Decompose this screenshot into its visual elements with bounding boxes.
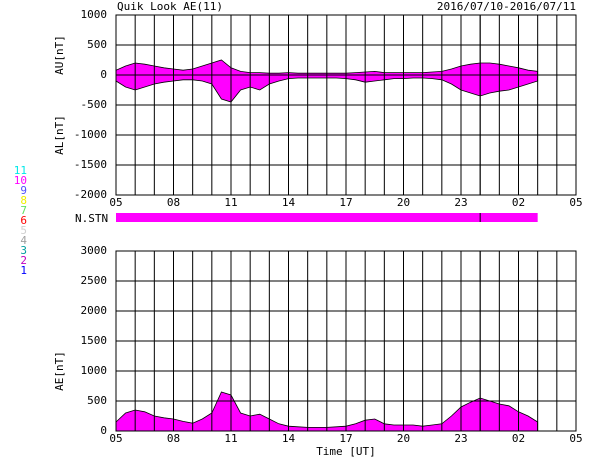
station-key-label: 1 — [20, 264, 27, 277]
x-tick-label: 05 — [569, 432, 582, 445]
area-al — [115, 74, 539, 103]
y-axis-label: AE[nT] — [53, 351, 66, 391]
y-axis-label: AU[nT] — [53, 35, 66, 75]
station-bar-label: N.STN — [75, 212, 108, 225]
date-range: 2016/07/10-2016/07/11 — [437, 0, 576, 13]
y-tick-label: -1500 — [74, 158, 107, 171]
y-tick-label: -500 — [81, 98, 108, 111]
area-ae — [115, 391, 539, 432]
plot-frame — [115, 250, 577, 432]
x-tick-label: 20 — [397, 432, 410, 445]
area-au — [115, 59, 539, 76]
x-tick-label: 02 — [512, 196, 525, 209]
x-tick-label: 14 — [282, 432, 296, 445]
station-key-label: 7 — [20, 204, 27, 217]
x-axis-label: Time [UT] — [316, 445, 376, 458]
y-tick-label: 500 — [87, 394, 107, 407]
station-key-label: 2 — [20, 254, 27, 267]
x-tick-label: 05 — [109, 196, 122, 209]
chart-title: Quik Look AE(11) — [117, 0, 223, 13]
x-tick-label: 23 — [454, 432, 467, 445]
station-key-label: 4 — [20, 234, 27, 247]
y-tick-label: 3000 — [81, 244, 108, 257]
y-tick-label: 0 — [100, 424, 107, 437]
station-key-label: 9 — [20, 184, 27, 197]
x-tick-label: 02 — [512, 432, 525, 445]
plot-frame — [115, 14, 577, 196]
y-tick-label: 500 — [87, 38, 107, 51]
y-tick-label: 1500 — [81, 334, 108, 347]
y-tick-label: 2000 — [81, 304, 108, 317]
x-tick-label: 05 — [109, 432, 122, 445]
x-tick-label: 11 — [224, 432, 237, 445]
station-key-label: 3 — [20, 244, 27, 257]
y-axis-label: AL[nT] — [53, 115, 66, 155]
x-tick-label: 08 — [167, 196, 180, 209]
x-tick-label: 08 — [167, 432, 180, 445]
y-tick-label: 1000 — [81, 8, 108, 21]
x-tick-label: 17 — [339, 432, 352, 445]
station-key-label: 8 — [20, 194, 27, 207]
station-key-label: 6 — [20, 214, 27, 227]
station-key-label: 5 — [20, 224, 27, 237]
station-bar — [116, 213, 538, 222]
station-key-label: 10 — [14, 174, 27, 187]
x-tick-label: 20 — [397, 196, 410, 209]
x-tick-label: 11 — [224, 196, 237, 209]
y-tick-label: 2500 — [81, 274, 108, 287]
y-tick-label: 1000 — [81, 364, 108, 377]
x-tick-label: 05 — [569, 196, 582, 209]
x-tick-label: 17 — [339, 196, 352, 209]
y-tick-label: -1000 — [74, 128, 107, 141]
y-tick-label: 0 — [100, 68, 107, 81]
y-tick-label: -2000 — [74, 188, 107, 201]
station-key-label: 11 — [14, 164, 27, 177]
x-tick-label: 14 — [282, 196, 296, 209]
x-tick-label: 23 — [454, 196, 467, 209]
